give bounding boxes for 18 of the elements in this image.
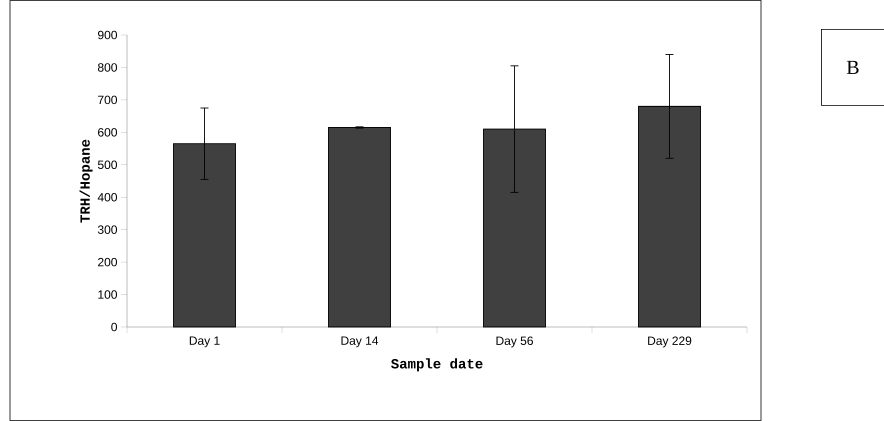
y-tick-label: 0 [111,322,118,332]
x-axis-title: Sample date [391,358,483,372]
x-tick-label: Day 229 [648,336,692,348]
y-tick-label: 800 [98,63,117,72]
x-tick-label: Day 56 [496,336,533,348]
y-tick-label: 900 [98,30,117,40]
y-tick-label: 200 [98,258,117,266]
y-tick-label: 300 [98,225,117,234]
x-tick-label: Day 1 [190,336,220,348]
bar [328,127,391,328]
y-tick-label: 400 [98,192,117,202]
y-axis-title: TRH/Hopane [80,140,93,223]
y-tick-label: 700 [98,96,117,104]
y-tick-label: 100 [98,290,117,299]
text: B [846,60,859,74]
y-tick-label: 500 [98,160,117,170]
x-tick-label: Day 14 [341,336,378,348]
y-tick-label: 600 [98,128,117,137]
